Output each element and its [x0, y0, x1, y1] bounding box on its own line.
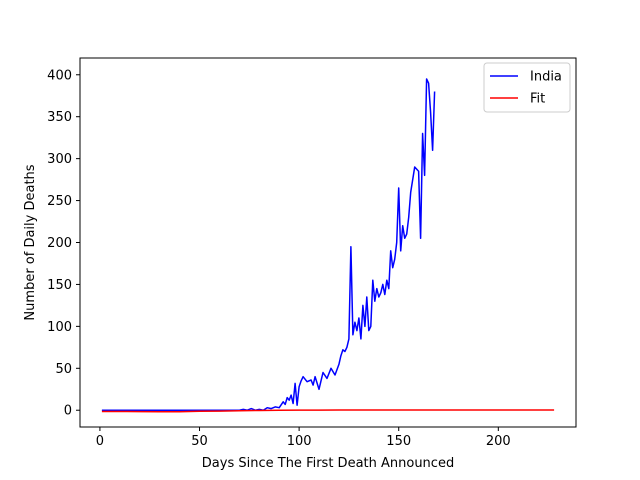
legend-label-fit: Fit [530, 92, 545, 107]
x-axis-ticks: 0 50 100 150 200 [96, 427, 511, 449]
y-tick-label: 150 [47, 278, 72, 293]
x-tick-label: 100 [287, 434, 312, 449]
x-tick-label: 150 [386, 434, 411, 449]
y-axis-ticks: 0 50 100 150 200 250 300 350 400 [47, 68, 80, 419]
series-line-india [101, 78, 436, 411]
y-tick-label: 400 [47, 68, 72, 83]
legend: India Fit [483, 62, 571, 113]
x-axis-label: Days Since The First Death Announced [202, 456, 454, 471]
y-tick-label: 300 [47, 152, 72, 167]
y-tick-label: 200 [47, 236, 72, 251]
y-tick-label: 50 [55, 362, 72, 377]
y-axis-label: Number of Daily Deaths [23, 164, 38, 320]
y-tick-label: 100 [47, 320, 72, 335]
legend-label-india: India [530, 70, 562, 85]
x-tick-label: 200 [486, 434, 511, 449]
x-tick-label: 0 [96, 434, 104, 449]
y-tick-label: 350 [47, 110, 72, 125]
y-tick-label: 250 [47, 194, 72, 209]
plot-lines [101, 78, 555, 413]
series-line-fit [101, 409, 555, 413]
x-tick-label: 50 [191, 434, 208, 449]
y-tick-label: 0 [64, 404, 72, 419]
